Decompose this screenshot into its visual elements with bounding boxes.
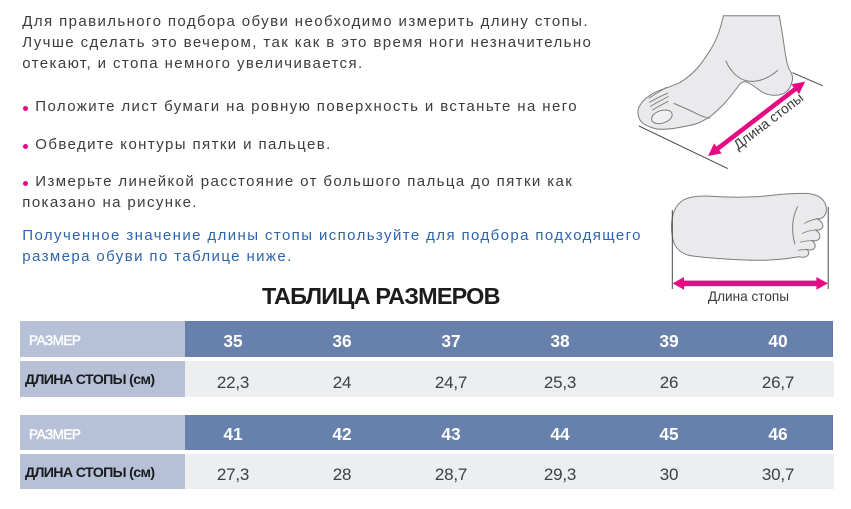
svg-text:Длина стопы: Длина стопы [708,289,789,304]
svg-text:Длина стопы: Длина стопы [730,89,806,153]
